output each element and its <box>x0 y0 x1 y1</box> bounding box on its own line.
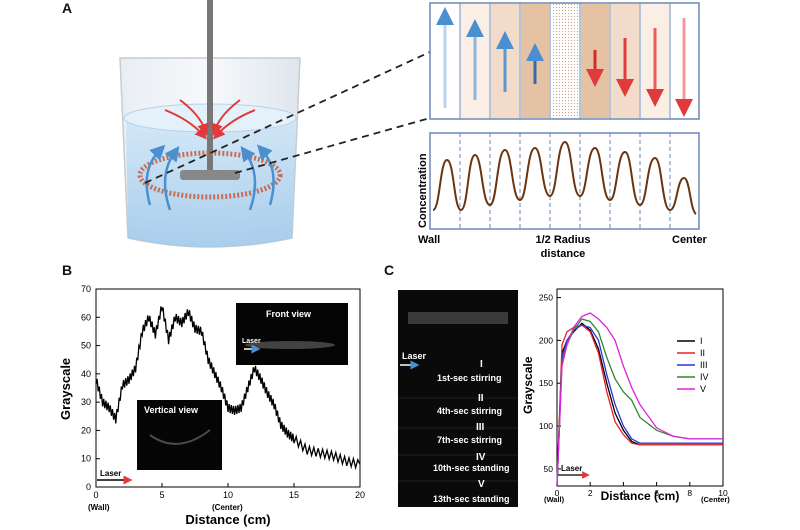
chart-b: 0 10 20 30 40 50 60 70 0 5 10 15 20 <box>81 284 365 500</box>
panel-letter-b: B <box>62 262 73 278</box>
frame-5-roman: V <box>478 479 485 490</box>
chart-c-xtick-label: 6 <box>654 488 659 498</box>
chart-c-xlabel: Distance (cm) <box>601 489 680 503</box>
chart-c-xtick-label: 2 <box>588 488 593 498</box>
concentration-columns <box>429 2 700 120</box>
chart-c-xtick-label: 8 <box>687 488 692 498</box>
chart-c-legend-label: I <box>700 336 703 346</box>
chart-c-wall: (Wall) <box>544 495 565 504</box>
frame-1-text: 1st-sec stirring <box>437 373 502 383</box>
chart-b-xlabel: Distance (cm) <box>185 512 270 527</box>
chart-b-xtick-label: 15 <box>289 490 299 500</box>
chart-b-ytick-label: 70 <box>81 284 91 294</box>
chart-b-ytick-label: 10 <box>81 454 91 464</box>
center-label: Center <box>672 234 708 246</box>
frame-1-roman: I <box>480 359 483 370</box>
photo-strip <box>398 290 518 507</box>
chart-c-ytick-label: 200 <box>539 335 553 345</box>
chart-b-ytick-label: 50 <box>81 341 91 351</box>
chart-b-xtick-label: 10 <box>223 490 233 500</box>
chart-c-ylabel: Grayscale <box>521 356 535 414</box>
inset-front-laser: Laser <box>242 338 261 345</box>
panel-letter-a: A <box>62 0 73 16</box>
chart-b-series-line <box>95 306 361 471</box>
chart-c-xtick-label: 4 <box>621 488 626 498</box>
panel-letter-c: C <box>384 262 395 278</box>
chart-b-ytick-label: 0 <box>86 482 91 492</box>
chart-b-center: (Center) <box>212 503 243 512</box>
inset-front-view <box>236 303 348 365</box>
chart-c-legend-label: II <box>700 348 705 358</box>
chart-b-xtick-label: 5 <box>159 490 164 500</box>
chart-c-ytick-label: 50 <box>544 464 554 474</box>
zoom-line-top <box>144 51 431 184</box>
half-radius-label: 1/2 Radius <box>535 234 590 246</box>
chart-c-legend-label: III <box>700 360 708 370</box>
zoom-line-bottom <box>234 117 431 174</box>
chart-c-series-V <box>556 312 723 487</box>
chart-b-ylabel: Grayscale <box>58 358 73 420</box>
chart-c-legend-label: V <box>700 384 706 394</box>
beaker-illustration <box>119 0 301 248</box>
frame-2-text: 4th-sec stirring <box>437 406 502 416</box>
frame-3-text: 7th-sec stirring <box>437 435 502 445</box>
chart-c-center: (Center) <box>701 495 730 504</box>
inset-vertical-title: Vertical view <box>144 405 199 415</box>
chart-b-wall: (Wall) <box>88 503 110 512</box>
strip-laser: Laser <box>402 351 427 361</box>
chart-c-ytick-label: 250 <box>539 293 553 303</box>
frame-4-text: 10th-sec standing <box>433 463 510 473</box>
inset-vertical-view <box>137 400 222 470</box>
chart-c-ytick-label: 150 <box>539 378 553 388</box>
chart-b-laser: Laser <box>100 469 121 478</box>
wall-label: Wall <box>418 234 440 246</box>
concentration-axis-label: Concentration <box>417 153 429 228</box>
chart-b-ytick-label: 40 <box>81 369 91 379</box>
chart-b-xtick-label: 0 <box>93 490 98 500</box>
inset-front-title: Front view <box>266 309 312 319</box>
frame-2-roman: II <box>478 393 484 404</box>
frame-5-text: 13th-sec standing <box>433 494 510 504</box>
chart-c-xtick-label: 10 <box>718 488 728 498</box>
chart-c-legend-label: IV <box>700 372 709 382</box>
chart-c-xtick-label: 0 <box>555 488 560 498</box>
chart-c-series-IV <box>556 318 723 487</box>
chart-c-laser: Laser <box>561 464 582 473</box>
chart-b-xtick-label: 20 <box>355 490 365 500</box>
distance-label: distance <box>541 248 586 260</box>
chart-b-ytick-label: 30 <box>81 397 91 407</box>
chart-b-ytick-label: 60 <box>81 312 91 322</box>
chart-c-series-II <box>556 324 723 487</box>
frame-4-roman: IV <box>476 452 486 463</box>
frame-3-roman: III <box>476 422 485 433</box>
chart-b-ytick-label: 20 <box>81 425 91 435</box>
concentration-plot <box>429 132 700 230</box>
chart-c-ytick-label: 100 <box>539 421 553 431</box>
